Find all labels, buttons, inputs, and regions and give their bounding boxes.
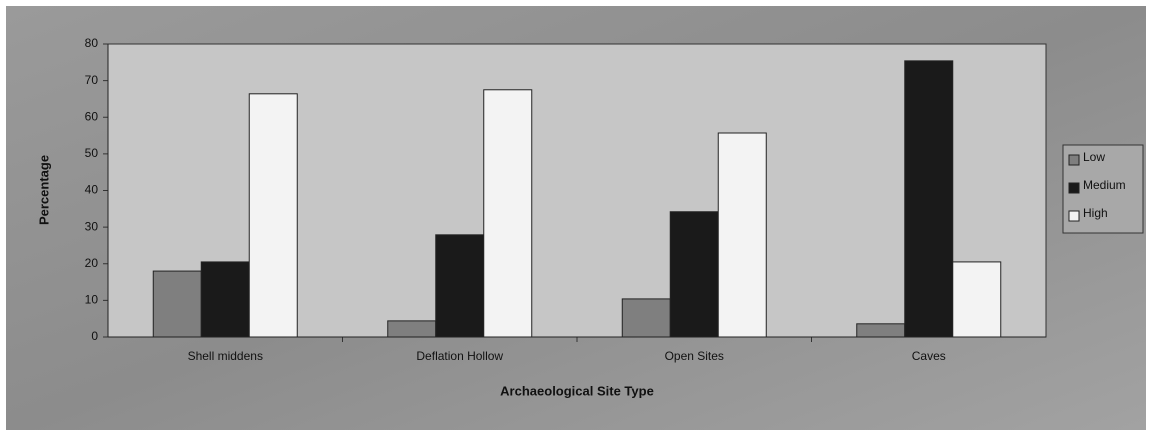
y-tick-label: 10 [85,293,99,307]
x-tick-label: Open Sites [665,349,724,363]
bar [435,234,485,338]
y-tick-label: 80 [85,36,99,50]
legend-label: Medium [1083,178,1126,192]
y-tick-label: 20 [85,256,99,270]
bar [952,261,1002,338]
y-tick-label: 70 [85,73,99,87]
bar [856,323,906,338]
bar [483,89,533,338]
bar [200,261,250,338]
bar [621,298,671,338]
bar [152,270,202,338]
bar [387,320,437,338]
bar [904,60,954,338]
legend-swatch [1068,182,1080,194]
legend-label: Low [1083,150,1105,164]
legend-swatch [1068,154,1080,166]
bar [669,211,719,338]
x-axis-label: Archaeological Site Type [500,383,654,398]
x-tick-label: Shell middens [188,349,263,363]
legend-swatch [1068,210,1080,222]
y-tick-label: 30 [85,219,99,233]
x-tick-label: Deflation Hollow [416,349,503,363]
bar [717,132,767,338]
y-tick-label: 50 [85,146,99,160]
y-tick-label: 40 [85,183,99,197]
y-axis-label: Percentage [36,155,51,225]
legend-label: High [1083,206,1108,220]
x-tick-label: Caves [912,349,946,363]
y-tick-label: 0 [91,329,98,343]
bar [248,93,298,338]
y-tick-label: 60 [85,109,99,123]
